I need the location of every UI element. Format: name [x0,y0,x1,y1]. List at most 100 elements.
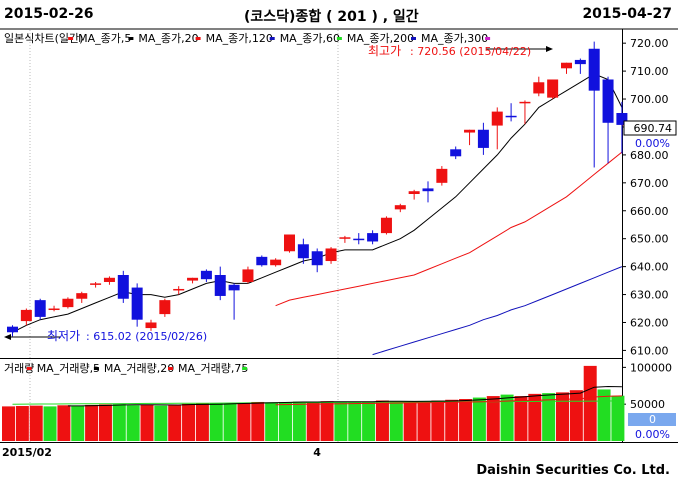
candle-body [491,111,503,126]
volume-bars [2,365,625,441]
candle-body [242,269,254,282]
company-name: Daishin Securities Co. Ltd. [476,463,670,478]
price-tick-label: 670.00 [630,177,669,190]
last-volume-box [628,413,676,426]
candle-body [270,259,282,266]
price-tick-label: 660.00 [630,205,669,218]
volume-bar [542,393,556,441]
candle-body [20,309,32,322]
volume-bar [486,396,500,441]
legend-item: MA_종가,60 [280,32,340,45]
candle-body [159,300,171,315]
last-price-box [623,120,677,136]
candle-body [339,237,351,239]
legend-swatch [485,37,491,40]
candle-body [533,82,545,94]
x-axis-labels: 2015/02 4 [2,446,321,459]
start-date: 2015-02-26 [4,6,94,22]
volume-bar [71,405,85,441]
legend-item: MA_종가,120 [206,32,273,45]
volume-bar [320,401,334,441]
legend-item: MA_거래량,75 [178,362,248,375]
candle-body [311,251,323,266]
candle-body [228,284,240,291]
candle-body [574,59,586,65]
volume-bar [334,401,348,441]
candle-body [353,238,365,241]
candle-body [48,308,60,311]
candle-body [103,277,115,282]
candle-body [7,326,18,333]
low-annotation: 최저가 : 615.02 (2015/02/26) [4,329,207,343]
volume-bar [112,404,126,441]
volume-bar [182,403,196,441]
vol-ma5-line [67,385,622,407]
ma5-line [12,73,623,333]
legend-swatch [128,37,134,40]
candle-body [214,275,226,296]
candle-body [464,129,476,133]
price-tick-label: 710.00 [630,65,669,78]
legend-item: MA_거래량,5 [37,362,100,375]
candle-body [519,101,531,104]
vol-ma75-line [12,400,622,405]
candle-body [325,248,337,262]
volume-bar [195,403,209,441]
candles [7,41,628,337]
candle-body [588,48,600,91]
candle-body [367,233,379,242]
candle-body [505,115,517,118]
price-tick-label: 630.00 [630,289,669,302]
price-tick-label: 680.00 [630,149,669,162]
volume-bar [417,401,431,441]
volume-bar [569,390,583,441]
volume-axis: 50000 100000 [622,361,672,411]
low-text: : 615.02 (2015/02/26) [86,330,207,343]
last-volume: 0 [649,413,656,426]
volume-bar [85,404,99,441]
volume-ma-lines [12,385,622,407]
volume-bar [445,399,459,441]
volume-bar [140,404,154,441]
volume-bar [500,394,514,441]
price-tick-label: 640.00 [630,261,669,274]
volume-bar [292,401,306,441]
legend-item: MA_종가,20 [138,32,198,45]
volume-bar [375,400,389,441]
volume-legend: 거래량 MA_거래량,5 MA_거래량,20 MA_거래량,75 [4,362,248,375]
candle-body [616,113,628,125]
volume-bar [126,405,140,441]
candle-body [90,283,102,285]
volume-bar [362,401,376,441]
candle-body [173,288,185,291]
price-axis: 610.00 620.00 630.00 640.00 650.00 660.00 670.… [622,37,669,357]
volume-bar [597,389,611,441]
candle-body [145,322,157,329]
volume-bar [611,395,625,441]
legend-item: MA_종가,5 [78,32,131,45]
x-label: 2015/02 [2,446,52,459]
volume-bar [459,399,473,441]
volume-bar [209,403,223,441]
candle-body [422,188,434,192]
candle-body [284,234,295,252]
legend-swatch [68,37,74,40]
legend-swatch [195,37,201,40]
legend-item: 거래량 [4,362,34,375]
end-date: 2015-04-27 [582,6,672,22]
candle-body [408,191,420,194]
legend-swatch [168,367,173,370]
legend-swatch [26,367,32,370]
legend-swatch [336,37,342,40]
volume-bar [348,402,362,441]
ma120-line [372,266,623,356]
price-tick-label: 620.00 [630,316,669,329]
candle-body [131,287,143,320]
price-legend: 일본식차트(일간)MA_종가,5 MA_종가,20 MA_종가,120 MA_종가,6… [4,31,491,45]
high-arrow-head [546,46,553,52]
candle-body [547,79,559,98]
candle-body [256,256,268,266]
volume-bar [403,401,417,441]
volume-bar [306,401,320,441]
